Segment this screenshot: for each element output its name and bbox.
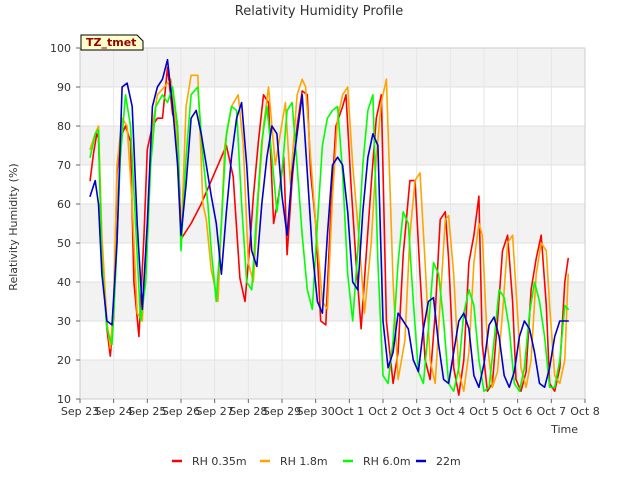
y-axis-ticks: 10 20 30 40 50 60 70 80 90 100 [50,42,80,406]
x-tick-label: Sep 24 [95,405,133,418]
legend-item: RH 6.0m [343,455,411,468]
x-tick-label: Oct 1 [335,405,365,418]
station-tag: TZ_tmet [80,34,144,51]
x-tick-label: Oct 5 [469,405,499,418]
chart-title: Relativity Humidity Profile [235,4,403,19]
grid-band [80,126,585,165]
x-tick-label: Oct 6 [503,405,533,418]
y-tick-label: 10 [57,393,71,406]
legend-label: RH 0.35m [192,455,247,468]
station-tag-text: TZ_tmet [86,36,136,49]
grid-band [80,48,585,87]
x-tick-label: Oct 4 [436,405,466,418]
x-tick-label: Sep 23 [61,405,99,418]
series-line-4 [89,58,570,389]
legend-item: 22m [416,455,461,468]
y-tick-label: 80 [57,120,71,133]
x-tick-label: Sep 29 [263,405,301,418]
grid-band [80,360,585,399]
legend-label: RH 6.0m [363,455,411,468]
plot-frame [79,47,586,400]
y-tick-label: 100 [50,42,71,55]
legend-item: RH 0.35m [172,455,247,468]
series-line-2 [89,74,570,393]
y-tick-label: 20 [57,354,71,367]
x-tick-label: Oct 2 [368,405,398,418]
x-tick-label: Sep 25 [128,405,166,418]
legend-label: RH 1.8m [280,455,328,468]
y-tick-label: 90 [57,81,71,94]
y-axis-label: Relativity Humidity (%) [7,163,20,290]
x-axis-label: Time [550,423,578,436]
legend-label: 22m [436,455,461,468]
station-tag-box [80,34,144,51]
y-tick-label: 30 [57,315,71,328]
y-tick-label: 40 [57,276,71,289]
y-tick-label: 60 [57,198,71,211]
x-tick-label: Oct 3 [402,405,432,418]
y-tick-label: 50 [57,237,71,250]
x-tick-label: Sep 27 [196,405,234,418]
legend: RH 0.35m RH 1.8m RH 6.0m 22m [172,455,461,468]
series-line-3 [89,86,570,393]
y-tick-label: 70 [57,159,71,172]
legend-item: RH 1.8m [260,455,328,468]
x-tick-label: Sep 26 [162,405,200,418]
x-tick-label: Sep 28 [229,405,267,418]
series-layer [89,58,570,396]
x-tick-label: Sep 30 [297,405,335,418]
grid-band [80,282,585,321]
x-tick-label: Oct 7 [537,405,567,418]
x-tick-label: Oct 8 [570,405,600,418]
